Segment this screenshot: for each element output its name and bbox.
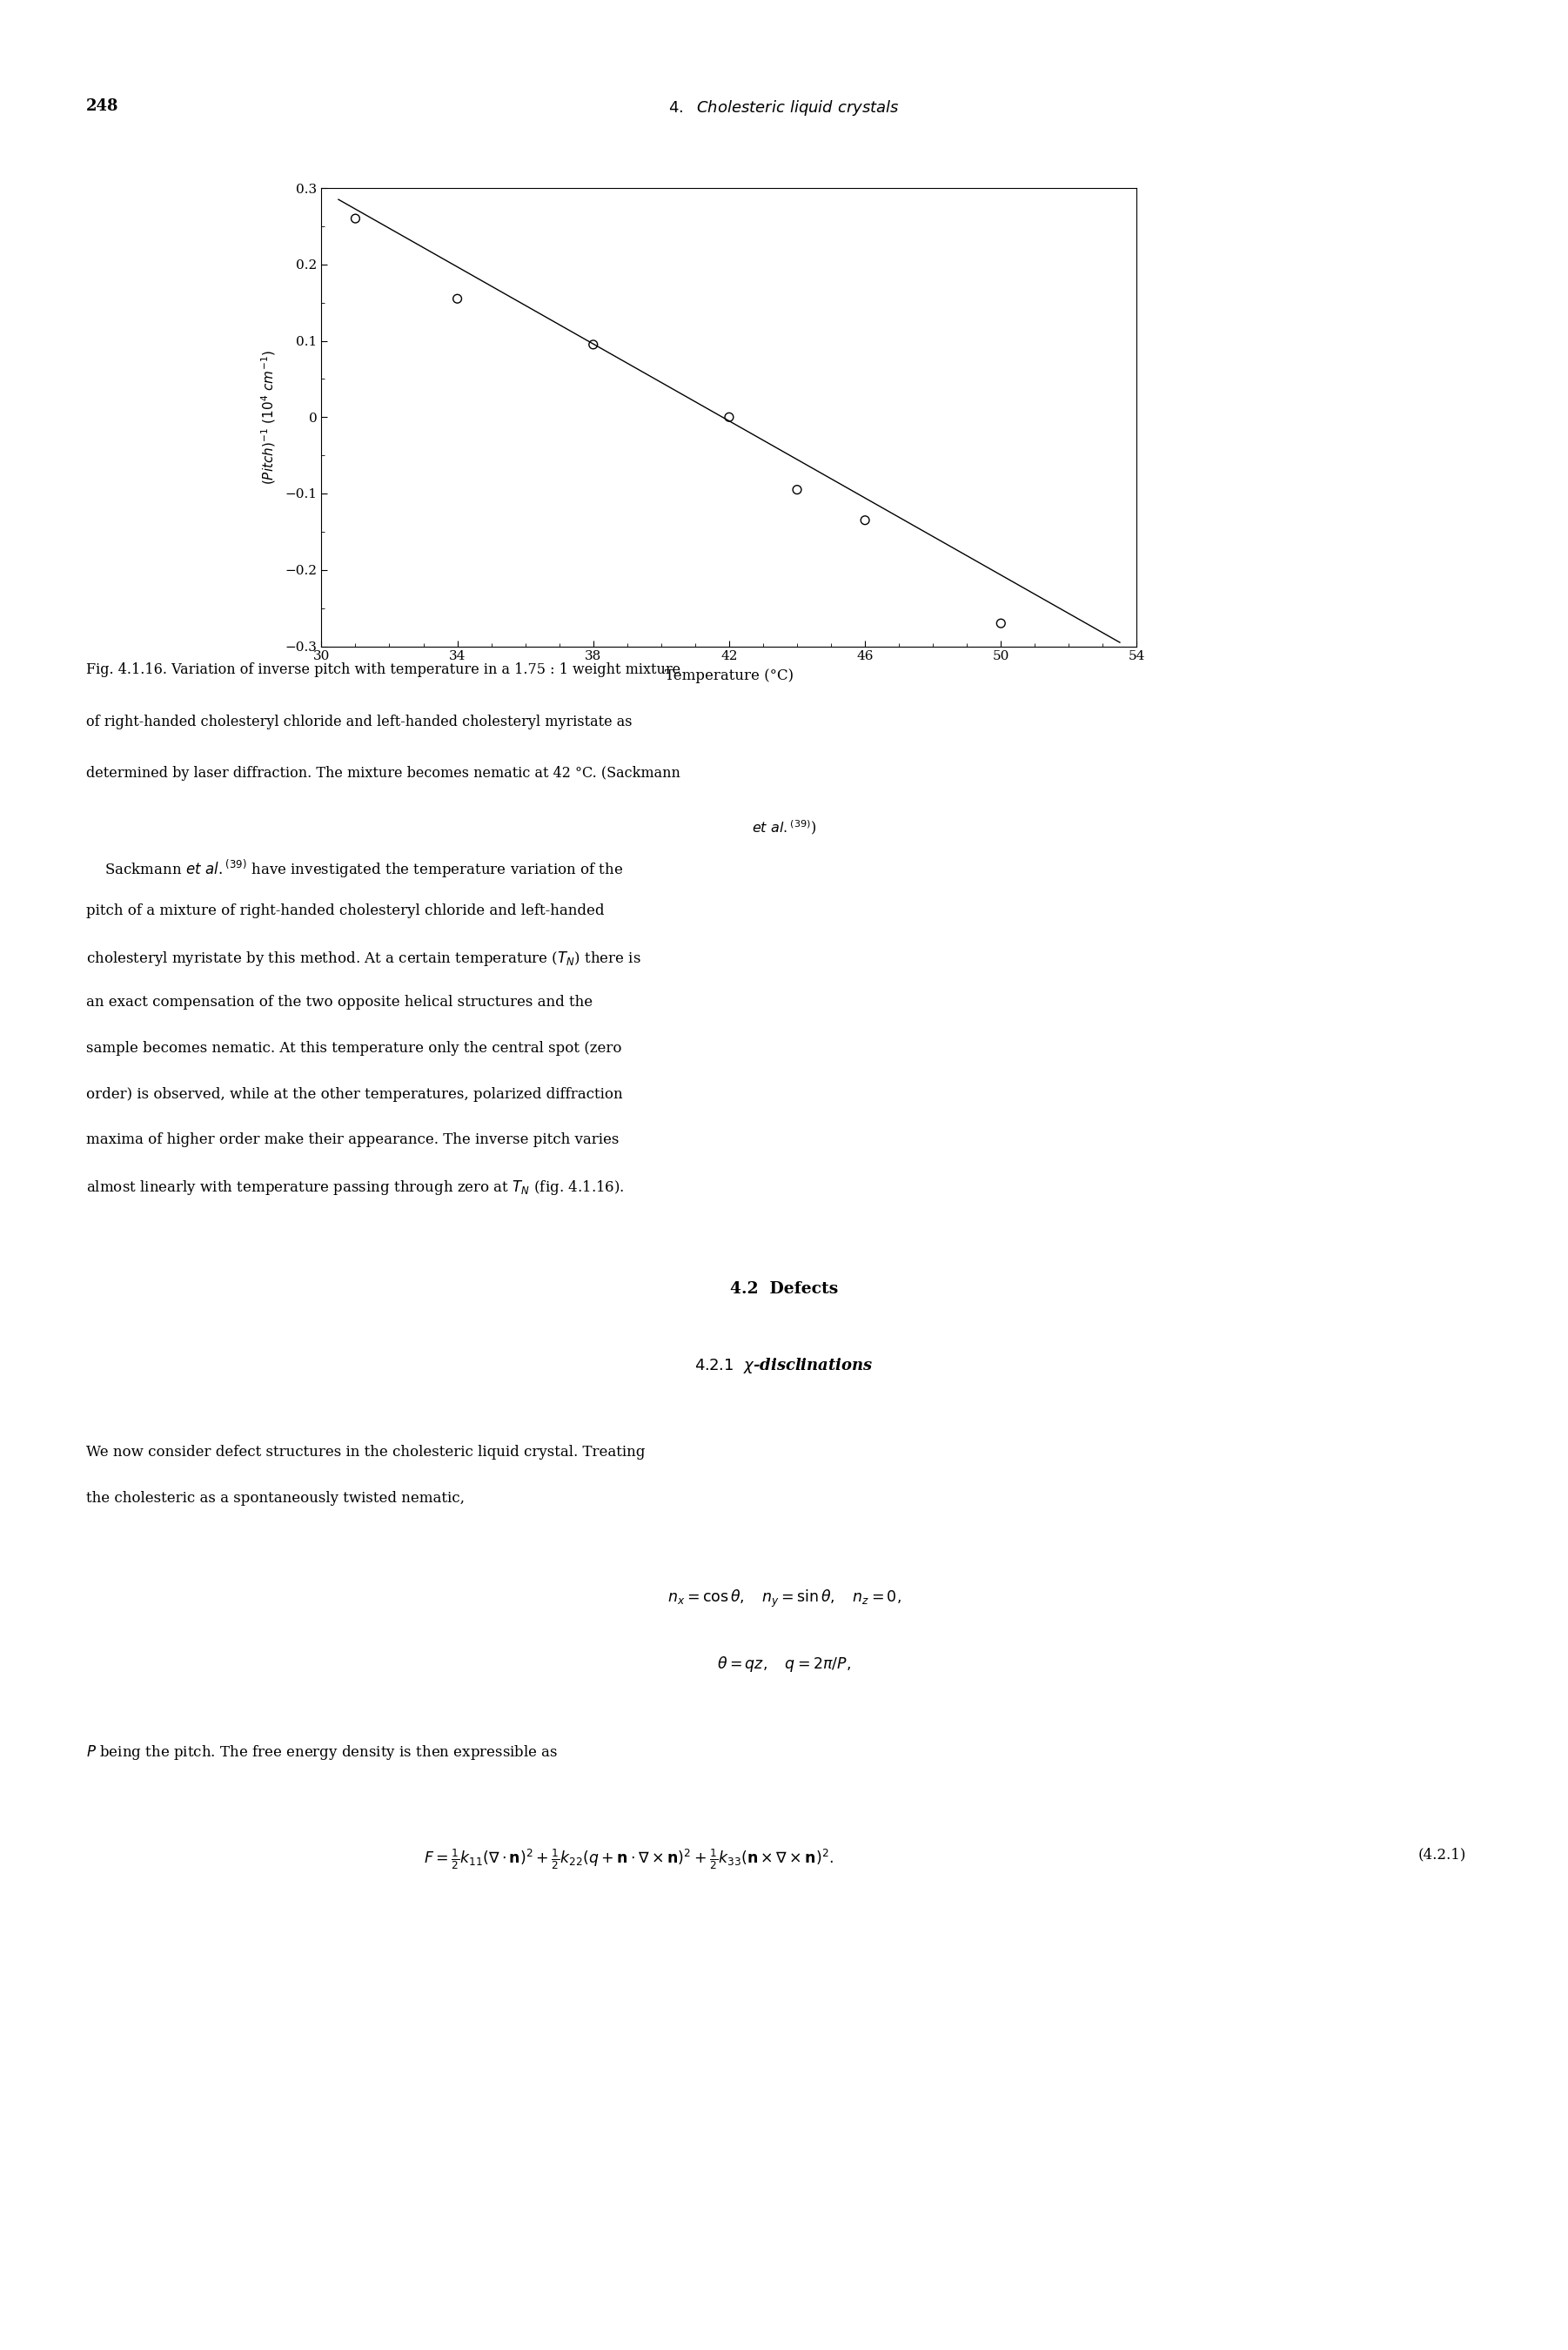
Text: We now consider defect structures in the cholesteric liquid crystal. Treating: We now consider defect structures in the…	[86, 1445, 644, 1459]
Text: Sackmann $et\ al.^{(39)}$ have investigated the temperature variation of the: Sackmann $et\ al.^{(39)}$ have investiga…	[86, 858, 624, 879]
Text: $et\ al.^{(39)}$): $et\ al.^{(39)}$)	[751, 818, 817, 837]
Text: sample becomes nematic. At this temperature only the central spot (zero: sample becomes nematic. At this temperat…	[86, 1041, 622, 1055]
Text: $F = \frac{1}{2}k_{11}(\nabla\cdot\mathbf{n})^2 + \frac{1}{2}k_{22}(q + \mathbf{: $F = \frac{1}{2}k_{11}(\nabla\cdot\mathb…	[423, 1847, 833, 1871]
Text: of right-handed cholesteryl chloride and left-handed cholesteryl myristate as: of right-handed cholesteryl chloride and…	[86, 714, 632, 728]
Text: an exact compensation of the two opposite helical structures and the: an exact compensation of the two opposit…	[86, 996, 593, 1010]
Text: $4.2.1\ \ \chi$-disclinations: $4.2.1\ \ \chi$-disclinations	[695, 1356, 873, 1375]
Text: Fig. 4.1.16. Variation of inverse pitch with temperature in a 1.75 : 1 weight mi: Fig. 4.1.16. Variation of inverse pitch …	[86, 663, 681, 677]
Point	[445, 280, 470, 317]
Text: (4.2.1): (4.2.1)	[1417, 1847, 1466, 1861]
X-axis label: Temperature (°C): Temperature (°C)	[665, 670, 793, 684]
Point	[988, 604, 1013, 642]
Text: 4.2  Defects: 4.2 Defects	[731, 1281, 837, 1297]
Y-axis label: $(Pitch)^{-1}$ $(10^4\ cm^{-1})$: $(Pitch)^{-1}$ $(10^4\ cm^{-1})$	[260, 350, 278, 484]
Text: the cholesteric as a spontaneously twisted nematic,: the cholesteric as a spontaneously twist…	[86, 1490, 464, 1506]
Point	[580, 327, 605, 364]
Text: $P$ being the pitch. The free energy density is then expressible as: $P$ being the pitch. The free energy den…	[86, 1744, 558, 1762]
Point	[784, 470, 809, 508]
Text: almost linearly with temperature passing through zero at $T_N$ (fig. 4.1.16).: almost linearly with temperature passing…	[86, 1180, 624, 1196]
Text: maxima of higher order make their appearance. The inverse pitch varies: maxima of higher order make their appear…	[86, 1133, 619, 1147]
Point	[343, 200, 368, 237]
Text: determined by laser diffraction. The mixture becomes nematic at 42 °C. (Sackmann: determined by laser diffraction. The mix…	[86, 766, 681, 780]
Point	[717, 397, 742, 437]
Point	[853, 501, 878, 538]
Text: $n_x = \cos\theta,\quad n_y = \sin\theta,\quad n_z = 0,$: $n_x = \cos\theta,\quad n_y = \sin\theta…	[666, 1589, 902, 1610]
Text: pitch of a mixture of right-handed cholesteryl chloride and left-handed: pitch of a mixture of right-handed chole…	[86, 902, 604, 919]
Text: order) is observed, while at the other temperatures, polarized diffraction: order) is observed, while at the other t…	[86, 1086, 622, 1102]
Text: cholesteryl myristate by this method. At a certain temperature ($T_N$) there is: cholesteryl myristate by this method. At…	[86, 949, 641, 968]
Text: 248: 248	[86, 99, 119, 115]
Text: $4.\ \ Cholesteric\ liquid\ crystals$: $4.\ \ Cholesteric\ liquid\ crystals$	[668, 99, 900, 118]
Text: $\theta = qz,\quad q = 2\pi/P,$: $\theta = qz,\quad q = 2\pi/P,$	[717, 1654, 851, 1673]
